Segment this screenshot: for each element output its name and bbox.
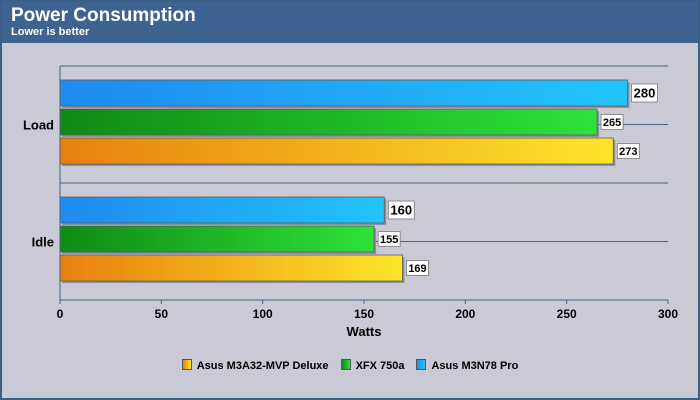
- data-label-box: [631, 83, 658, 103]
- chart-title: Power Consumption: [11, 5, 196, 26]
- bar: [59, 254, 403, 282]
- x-tick-label: 200: [455, 307, 475, 321]
- chart-legend: Asus M3A32-MVP Deluxe XFX 750a Asus M3N78 …: [2, 359, 698, 372]
- bar: [59, 196, 385, 224]
- legend-swatch: [181, 359, 192, 370]
- data-label-box: [616, 143, 640, 159]
- data-label-box: [600, 114, 624, 130]
- chart-header: Power Consumption Lower is better: [2, 2, 698, 43]
- data-label: 273: [619, 146, 637, 158]
- x-tick-label: 50: [155, 307, 169, 321]
- legend-item: Asus M3N78 Pro: [416, 359, 518, 372]
- legend-label: Asus M3A32-MVP Deluxe: [196, 360, 329, 372]
- data-label-box: [387, 200, 415, 220]
- bar: [59, 137, 614, 165]
- x-tick-label: 250: [557, 307, 577, 321]
- data-label-box: [377, 231, 401, 247]
- bar: [59, 108, 598, 136]
- bar: [59, 79, 628, 107]
- legend-swatch: [340, 359, 351, 370]
- bar: [59, 225, 375, 253]
- data-label: 280: [634, 86, 656, 101]
- category-label: Idle: [32, 235, 54, 250]
- data-label: 160: [390, 203, 412, 218]
- x-tick-label: 0: [57, 307, 64, 321]
- category-label: Load: [23, 118, 54, 133]
- x-tick-label: 300: [658, 307, 678, 321]
- data-label: 169: [408, 263, 426, 275]
- chart-subtitle: Lower is better: [11, 26, 90, 38]
- data-label: 265: [603, 117, 621, 129]
- legend-item: XFX 750a: [340, 359, 405, 372]
- legend-label: Asus M3N78 Pro: [431, 360, 519, 372]
- legend-swatch: [416, 359, 427, 370]
- legend-label: XFX 750a: [355, 360, 405, 372]
- data-label-box: [406, 260, 429, 276]
- data-label: 155: [380, 234, 398, 246]
- legend-item: Asus M3A32-MVP Deluxe: [181, 359, 329, 372]
- x-tick-label: 150: [354, 307, 374, 321]
- x-axis-title: Watts: [347, 324, 382, 339]
- x-tick-label: 100: [253, 307, 273, 321]
